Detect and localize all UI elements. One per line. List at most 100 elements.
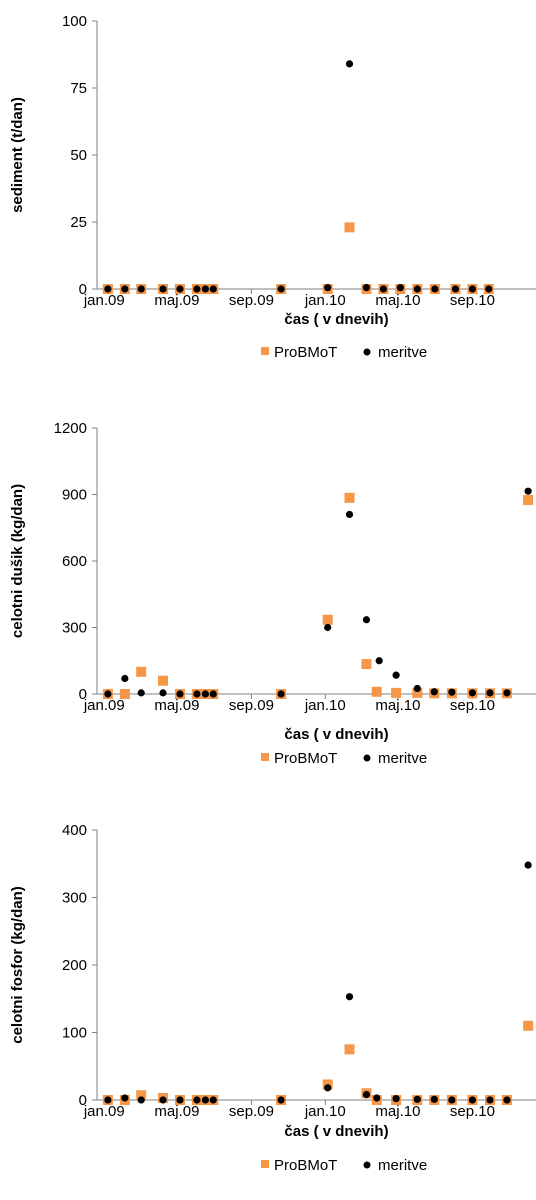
chart3-meritve-point <box>104 1096 112 1104</box>
chart3-legend-probmot-label: ProBMoT <box>274 1157 337 1174</box>
chart2-meritve-point <box>413 684 421 693</box>
chart-sediment-svg: 0 25 50 75 100 jan.09 maj.09 sep.09 jan.10 maj.10… <box>9 13 536 361</box>
chart2-y-tick-label: 300 <box>62 620 87 637</box>
chart3-meritve-point <box>486 1096 494 1104</box>
chart2-meritve-point <box>121 674 129 683</box>
chart1-y-tick-label: 75 <box>70 80 87 97</box>
chart3-y-tick-label: 200 <box>62 957 87 974</box>
chart-nitrogen-svg: 0 300 600 900 1200 jan.09 maj.09 sep.09 jan.10 ma… <box>9 420 536 767</box>
chart-nitrogen: 0 300 600 900 1200 jan.09 maj.09 sep.09 jan.10 ma… <box>0 385 536 795</box>
chart1-meritve-point <box>362 284 371 292</box>
chart2-y-tick-label: 1200 <box>54 420 87 437</box>
chart2-x-axis-title: čas ( v dnevih) <box>284 726 388 743</box>
chart3-meritve-point <box>137 1096 145 1104</box>
chart3-y-tick-label: 300 <box>62 890 87 907</box>
chart2-probmot-point <box>322 614 333 625</box>
chart3-meritve-point <box>503 1096 511 1104</box>
chart3-meritve-point <box>159 1096 167 1104</box>
chart3-x-tick-label: sep.10 <box>450 1103 495 1120</box>
chart2-probmot-point <box>523 495 534 506</box>
chart1-x-axis-title: čas ( v dnevih) <box>284 311 388 328</box>
chart1-x-tick-label: jan.10 <box>304 292 346 309</box>
chart3-meritve-point <box>176 1096 184 1104</box>
chart2-probmot-point <box>136 666 147 677</box>
chart3-meritve-point <box>448 1096 456 1104</box>
chart1-meritve-point <box>324 284 332 292</box>
chart1-x-tick-label: maj.09 <box>154 292 199 309</box>
chart3-meritve-point <box>392 1095 400 1103</box>
chart1-meritve-point <box>201 285 209 293</box>
chart2-meritve-point <box>176 690 184 698</box>
chart3-x-tick-label: jan.10 <box>304 1103 346 1120</box>
chart3-x-tick-label: jan.09 <box>83 1103 125 1120</box>
chart3-meritve-point <box>193 1096 201 1104</box>
chart1-legend-probmot-marker <box>261 347 269 355</box>
chart2-meritve-point <box>193 690 201 698</box>
chart2-meritve-point <box>345 510 354 519</box>
chart3-probmot-point <box>136 1090 147 1101</box>
chart-sediment: 0 25 50 75 100 jan.09 maj.09 sep.09 jan.10 maj.10… <box>0 0 536 385</box>
chart3-y-tick-label: 100 <box>62 1025 87 1042</box>
chart2-legend-meritve-label: meritve <box>378 750 427 767</box>
chart2-meritve-point <box>324 623 332 632</box>
chart3-x-tick-label: maj.09 <box>154 1103 199 1120</box>
chart3-meritve-point <box>362 1091 371 1099</box>
chart1-meritve-point <box>379 285 388 293</box>
chart1-meritve-point <box>396 284 404 292</box>
chart1-meritve-point <box>345 60 354 68</box>
chart1-meritve-point <box>413 285 421 293</box>
chart1-meritve-point <box>431 285 439 293</box>
chart3-meritve-point <box>121 1094 129 1102</box>
chart3-meritve-point <box>209 1096 217 1104</box>
chart3-meritve-point <box>201 1096 209 1104</box>
chart2-probmot-point <box>119 689 130 699</box>
chart3-meritve-point <box>277 1096 285 1104</box>
chart2-meritve-point <box>159 689 167 697</box>
chart1-meritve-point <box>277 285 285 293</box>
chart1-meritve-point <box>468 285 477 293</box>
chart1-x-tick-label: jan.09 <box>83 292 125 309</box>
chart1-legend-meritve-label: meritve <box>378 344 427 361</box>
chart2-x-tick-label: sep.09 <box>229 697 274 714</box>
chart3-meritve-point <box>345 993 354 1001</box>
chart1-meritve-point <box>159 285 167 293</box>
chart2-y-tick-label: 600 <box>62 553 87 570</box>
chart1-x-tick-label: sep.09 <box>229 292 274 309</box>
chart2-x-tick-label: jan.09 <box>83 697 125 714</box>
chart3-legend-probmot-marker <box>261 1160 269 1168</box>
chart3-meritve-point <box>430 1095 438 1103</box>
chart2-probmot-point <box>361 659 372 670</box>
chart1-x-tick-label: sep.10 <box>450 292 495 309</box>
chart3-probmot-point <box>523 1020 534 1031</box>
chart3-meritve-point <box>468 1096 477 1104</box>
chart3-meritve-point <box>373 1094 381 1102</box>
chart2-x-tick-label: jan.10 <box>304 697 346 714</box>
chart1-meritve-point <box>104 285 112 293</box>
chart2-probmot-point <box>371 686 382 697</box>
chart1-y-axis-title: sediment (t/dan) <box>9 97 26 213</box>
chart1-probmot-point <box>344 222 355 233</box>
chart1-x-tick-label: maj.10 <box>375 292 420 309</box>
chart2-meritve-point <box>362 616 371 624</box>
chart1-legend-meritve-marker <box>363 348 371 356</box>
chart2-legend-probmot-marker <box>261 753 269 761</box>
chart-phosphorus: 0 100 200 300 400 jan.09 maj.09 sep.09 jan.10 maj… <box>0 795 536 1200</box>
chart2-meritve-point <box>503 689 511 697</box>
chart3-y-tick-label: 0 <box>79 1092 87 1109</box>
chart1-meritve-point <box>176 285 184 293</box>
chart2-meritve-point <box>201 690 209 698</box>
chart2-meritve-point <box>375 657 383 665</box>
chart2-meritve-point <box>524 487 532 495</box>
chart3-meritve-point <box>324 1084 332 1092</box>
chart2-meritve-point <box>277 690 285 698</box>
chart3-legend-meritve-label: meritve <box>378 1157 427 1174</box>
chart3-legend-meritve-marker <box>363 1161 371 1169</box>
chart1-y-tick-label: 50 <box>70 147 87 164</box>
chart2-meritve-point <box>448 688 456 696</box>
chart1-y-tick-label: 100 <box>62 13 87 30</box>
chart-phosphorus-svg: 0 100 200 300 400 jan.09 maj.09 sep.09 jan.10 maj… <box>9 822 536 1174</box>
chart1-y-tick-label: 25 <box>70 214 87 231</box>
chart2-meritve-point <box>468 689 477 697</box>
chart2-y-tick-label: 900 <box>62 487 87 504</box>
chart2-meritve-point <box>209 690 217 698</box>
